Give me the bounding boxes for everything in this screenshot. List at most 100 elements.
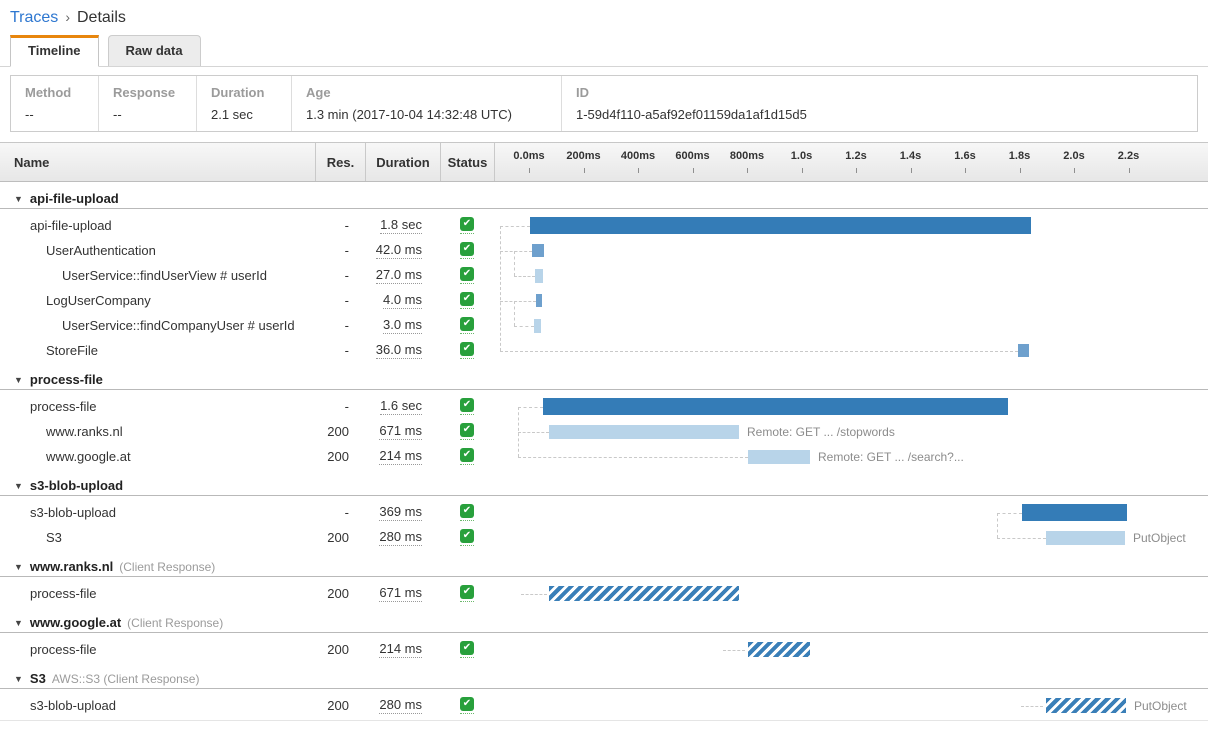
row-duration-value[interactable]: 671 ms (379, 423, 422, 440)
row-duration-value[interactable]: 36.0 ms (375, 342, 422, 359)
timeline-bar[interactable] (534, 318, 541, 333)
status-ok-icon[interactable]: ✔ (460, 448, 474, 465)
status-ok-icon[interactable]: ✔ (460, 504, 474, 521)
tab-timeline[interactable]: Timeline (10, 35, 99, 67)
timeline-bar[interactable] (543, 398, 1008, 415)
triangle-down-icon[interactable]: ▼ (14, 673, 23, 684)
row-status-cell: ✔ (440, 313, 494, 338)
trace-group: ▼ www.google.at (Client Response) process-f… (0, 613, 1208, 662)
row-duration-cell: 1.8 sec (365, 213, 440, 238)
trace-row[interactable]: UserService::findCompanyUser # userId - 3.… (0, 313, 1208, 338)
trace-row[interactable]: StoreFile - 36.0 ms ✔ (0, 338, 1208, 363)
timeline-bar[interactable] (535, 268, 543, 283)
trace-row[interactable]: UserAuthentication - 42.0 ms ✔ (0, 238, 1208, 263)
summary-response-value: -- (113, 107, 122, 122)
axis-tick-mark (1074, 168, 1075, 173)
group-header[interactable]: ▼ S3 AWS::S3 (Client Response) (0, 669, 1208, 689)
timeline-bar[interactable] (530, 217, 1031, 234)
status-ok-icon[interactable]: ✔ (460, 697, 474, 714)
trace-row[interactable]: www.google.at 200 214 ms ✔ Remote: GET ... /… (0, 444, 1208, 469)
triangle-down-icon[interactable]: ▼ (14, 193, 23, 204)
row-duration-value[interactable]: 671 ms (379, 585, 422, 602)
group-subtitle: (Client Response) (119, 559, 216, 574)
column-header-duration[interactable]: Duration (365, 143, 440, 181)
status-ok-icon[interactable]: ✔ (460, 398, 474, 415)
group-subtitle: AWS::S3 (Client Response) (51, 671, 200, 686)
timeline-bar[interactable] (748, 642, 810, 657)
status-ok-icon[interactable]: ✔ (460, 217, 474, 234)
status-ok-icon[interactable]: ✔ (460, 317, 474, 334)
status-ok-icon[interactable]: ✔ (460, 292, 474, 309)
row-name: UserService::findUserView # userId (62, 268, 267, 283)
status-ok-icon[interactable]: ✔ (460, 267, 474, 284)
row-status-cell: ✔ (440, 500, 494, 525)
group-rows: api-file-upload -1.8 sec ✔ UserAuthenticati… (0, 213, 1208, 363)
row-duration-value[interactable]: 42.0 ms (375, 242, 422, 259)
axis-tick-mark (856, 168, 857, 173)
group-header[interactable]: ▼ www.ranks.nl (Client Response) (0, 557, 1208, 577)
row-duration-cell: 214 ms (365, 637, 440, 662)
timeline-bar[interactable] (1018, 344, 1029, 357)
trace-row[interactable]: process-file 200 671 ms ✔ (0, 581, 1208, 606)
row-duration-value[interactable]: 369 ms (379, 504, 422, 521)
triangle-down-icon[interactable]: ▼ (14, 561, 23, 572)
row-duration-value[interactable]: 1.8 sec (380, 217, 422, 234)
status-ok-icon[interactable]: ✔ (460, 641, 474, 658)
group-header[interactable]: ▼ www.google.at (Client Response) (0, 613, 1208, 633)
summary-response-label: Response (113, 85, 176, 100)
status-ok-icon[interactable]: ✔ (460, 342, 474, 359)
row-response-code: - (344, 505, 349, 520)
status-ok-icon[interactable]: ✔ (460, 242, 474, 259)
timeline-bar[interactable] (1046, 530, 1125, 545)
axis-tick-mark (1128, 168, 1130, 173)
group-title: api-file-upload (29, 191, 119, 206)
trace-row[interactable]: S3 200 280 ms ✔ PutObject (0, 525, 1208, 550)
trace-summary: Method -- Response -- Duration 2.1 sec A… (10, 75, 1198, 132)
row-duration-value[interactable]: 27.0 ms (375, 267, 422, 284)
row-duration-value[interactable]: 3.0 ms (382, 317, 422, 334)
timeline-bar[interactable] (1046, 698, 1126, 713)
timeline-bar[interactable] (748, 449, 810, 464)
group-header[interactable]: ▼ s3-blob-upload (0, 476, 1208, 496)
triangle-down-icon[interactable]: ▼ (14, 374, 23, 385)
breadcrumb-traces-link[interactable]: Traces (10, 9, 59, 26)
trace-connector-horizontal (500, 225, 530, 227)
timeline-bar[interactable] (536, 294, 542, 307)
trace-row[interactable]: s3-blob-upload - 369 ms ✔ (0, 500, 1208, 525)
column-header-response[interactable]: Res. (315, 143, 365, 181)
trace-row[interactable]: process-file - 1.6 sec ✔ (0, 394, 1208, 419)
trace-connector-horizontal (1021, 705, 1043, 707)
triangle-down-icon[interactable]: ▼ (14, 480, 23, 491)
trace-row[interactable]: UserService::findUserView # userId - 27.0 … (0, 263, 1208, 288)
timeline-bar[interactable] (549, 586, 739, 601)
row-duration-cell: 36.0 ms (365, 338, 440, 363)
row-duration-value[interactable]: 1.6 sec (380, 398, 422, 415)
row-duration-value[interactable]: 280 ms (379, 529, 422, 546)
group-header[interactable]: ▼ process-file (0, 370, 1208, 390)
row-duration-value[interactable]: 280 ms (379, 697, 422, 714)
row-timeline (494, 394, 1208, 419)
row-duration-value[interactable]: 214 ms (379, 641, 422, 658)
axis-tick-label: 200ms (566, 150, 601, 162)
trace-row[interactable]: process-file 200 214 ms ✔ (0, 637, 1208, 662)
timeline-bar[interactable] (1022, 504, 1127, 521)
row-duration-value[interactable]: 4.0 ms (382, 292, 422, 309)
trace-row[interactable]: api-file-upload - 1.8 sec ✔ (0, 213, 1208, 238)
trace-connector-vertical (514, 300, 515, 326)
trace-row[interactable]: LogUserCompany - 4.0 ms ✔ (0, 288, 1208, 313)
timeline-bar[interactable] (549, 424, 739, 439)
status-ok-icon[interactable]: ✔ (460, 529, 474, 546)
timeline-bar[interactable] (532, 244, 544, 257)
row-status-cell: ✔ (440, 419, 494, 444)
status-ok-icon[interactable]: ✔ (460, 423, 474, 440)
column-header-status[interactable]: Status (440, 143, 494, 181)
row-response-code: 200 (327, 698, 349, 713)
column-header-name[interactable]: Name (14, 154, 50, 170)
trace-row[interactable]: www.ranks.nl 200 671 ms ✔ Remote: GET ... /s… (0, 419, 1208, 444)
group-header[interactable]: ▼ api-file-upload (0, 189, 1208, 209)
status-ok-icon[interactable]: ✔ (460, 585, 474, 602)
trace-row[interactable]: s3-blob-upload 200 280 ms ✔ PutObject (0, 693, 1208, 718)
tab-raw-data[interactable]: Raw data (107, 35, 201, 66)
row-duration-value[interactable]: 214 ms (379, 448, 422, 465)
triangle-down-icon[interactable]: ▼ (14, 617, 23, 628)
